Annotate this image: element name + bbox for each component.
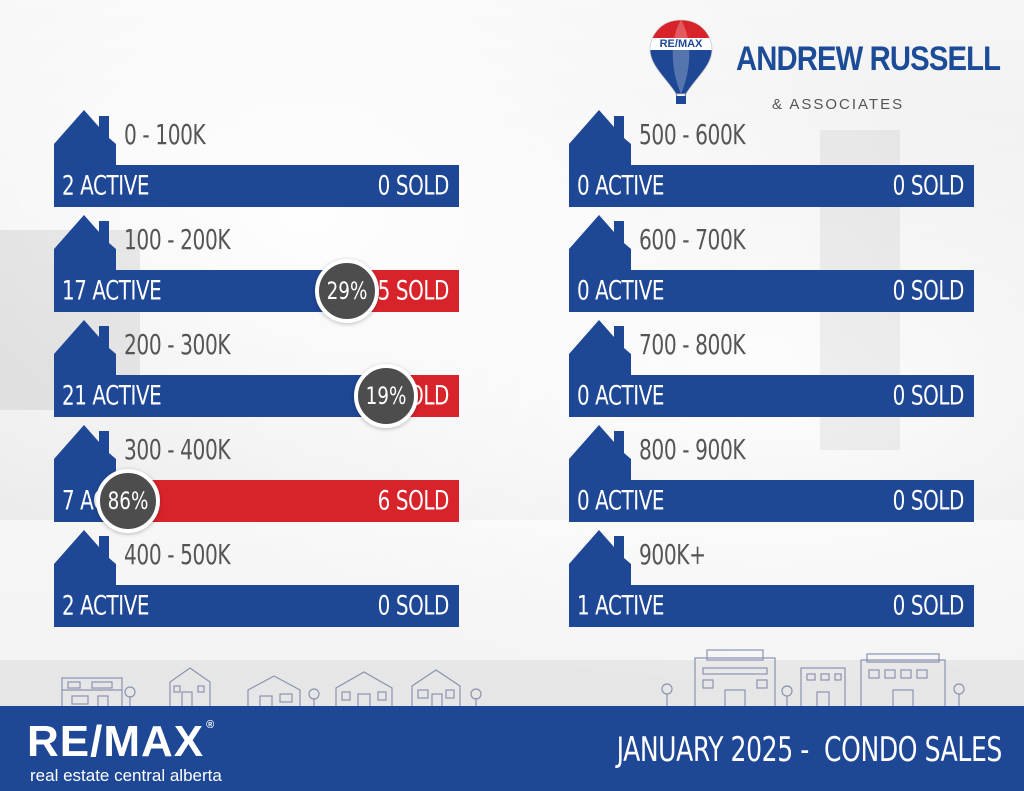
sold-count: 5 SOLD: [377, 275, 450, 307]
listing-bar: 0 ACTIVE 0 SOLD: [569, 270, 974, 312]
listing-bar: 0 ACTIVE 0 SOLD: [569, 165, 974, 207]
active-count: 1 ACTIVE: [577, 590, 665, 622]
sold-count: 0 SOLD: [892, 380, 965, 412]
price-range-label: 600 - 700K: [639, 223, 746, 256]
price-range-row: 900K+ 1 ACTIVE 0 SOLD: [569, 530, 974, 640]
price-range-label: 700 - 800K: [639, 328, 746, 361]
active-count: 0 ACTIVE: [577, 275, 665, 307]
active-count: 21 ACTIVE: [62, 380, 162, 412]
sold-count: 0 SOLD: [377, 590, 450, 622]
remax-logo-text: RE/MAX: [27, 717, 205, 766]
remax-logo: RE/MAX ®: [27, 720, 215, 764]
sales-ratio-text: 86%: [107, 487, 149, 515]
active-count: 0 ACTIVE: [577, 485, 665, 517]
sales-ratio-text: 29%: [326, 277, 368, 305]
price-range-label: 0 - 100K: [124, 118, 206, 151]
report-title: JANUARY 2025 - CONDO SALES: [616, 730, 1003, 770]
footer-tagline: real estate central alberta: [30, 766, 222, 785]
active-count: 2 ACTIVE: [62, 170, 150, 202]
listing-bar: 2 ACTIVE 0 SOLD: [54, 165, 459, 207]
price-range-row: 400 - 500K 2 ACTIVE 0 SOLD: [54, 530, 459, 640]
price-range-label: 400 - 500K: [124, 538, 231, 571]
price-range-label: 200 - 300K: [124, 328, 231, 361]
active-count: 0 ACTIVE: [577, 170, 665, 202]
agent-logo: RE/MAX ANDREW RUSSELL & ASSOCIATES: [648, 18, 1001, 113]
house-icon: [569, 425, 631, 495]
footer-bar: RE/MAX ® real estate central alberta JANU…: [0, 706, 1024, 791]
house-icon: [54, 425, 116, 495]
sales-ratio-badge: 19%: [354, 364, 418, 428]
price-range-row: 0 - 100K 2 ACTIVE 0 SOLD: [54, 110, 459, 220]
listing-bar: 0 ACTIVE 0 SOLD: [569, 375, 974, 417]
sales-ratio-text: 19%: [365, 382, 407, 410]
agent-subtitle: & ASSOCIATES: [772, 96, 905, 113]
house-icon: [569, 320, 631, 390]
sales-ratio-badge: 29%: [315, 259, 379, 323]
price-range-row: 600 - 700K 0 ACTIVE 0 SOLD: [569, 215, 974, 325]
price-range-row: 100 - 200K 17 ACTIVE 5 SOLD 29%: [54, 215, 459, 325]
sold-count: 0 SOLD: [892, 485, 965, 517]
city-buildings-illustration: [655, 649, 975, 708]
price-range-row: 700 - 800K 0 ACTIVE 0 SOLD: [569, 320, 974, 430]
houses-illustration: [52, 667, 492, 708]
price-range-label: 100 - 200K: [124, 223, 231, 256]
sold-count: 0 SOLD: [892, 590, 965, 622]
house-icon: [54, 320, 116, 390]
active-count: 17 ACTIVE: [62, 275, 162, 307]
price-range-label: 900K+: [639, 538, 706, 571]
listing-bar: 2 ACTIVE 0 SOLD: [54, 585, 459, 627]
registered-mark: ®: [206, 719, 216, 731]
active-count: 0 ACTIVE: [577, 380, 665, 412]
house-icon: [569, 530, 631, 600]
agent-name: ANDREW RUSSELL: [736, 40, 1001, 78]
listing-bar: 0 ACTIVE 0 SOLD: [569, 480, 974, 522]
price-range-row: 800 - 900K 0 ACTIVE 0 SOLD: [569, 425, 974, 535]
hot-air-balloon-icon: RE/MAX: [649, 19, 713, 104]
price-range-label: 300 - 400K: [124, 433, 231, 466]
price-range-label: 500 - 600K: [639, 118, 746, 151]
house-icon: [54, 530, 116, 600]
sold-count: 0 SOLD: [377, 170, 450, 202]
sales-ratio-badge: 86%: [96, 469, 160, 533]
sold-fill: [128, 480, 459, 522]
active-count: 2 ACTIVE: [62, 590, 150, 622]
balloon-text: RE/MAX: [660, 38, 703, 50]
listing-bar: 17 ACTIVE 5 SOLD 29%: [54, 259, 459, 323]
sold-count: 0 SOLD: [892, 275, 965, 307]
sold-count: 6 SOLD: [377, 485, 450, 517]
house-icon: [569, 110, 631, 180]
house-icon: [54, 110, 116, 180]
price-range-row: 500 - 600K 0 ACTIVE 0 SOLD: [569, 110, 974, 220]
house-icon: [54, 215, 116, 285]
sold-count: 0 SOLD: [892, 170, 965, 202]
listing-bar: 1 ACTIVE 0 SOLD: [569, 585, 974, 627]
house-icon: [569, 215, 631, 285]
price-range-label: 800 - 900K: [639, 433, 746, 466]
